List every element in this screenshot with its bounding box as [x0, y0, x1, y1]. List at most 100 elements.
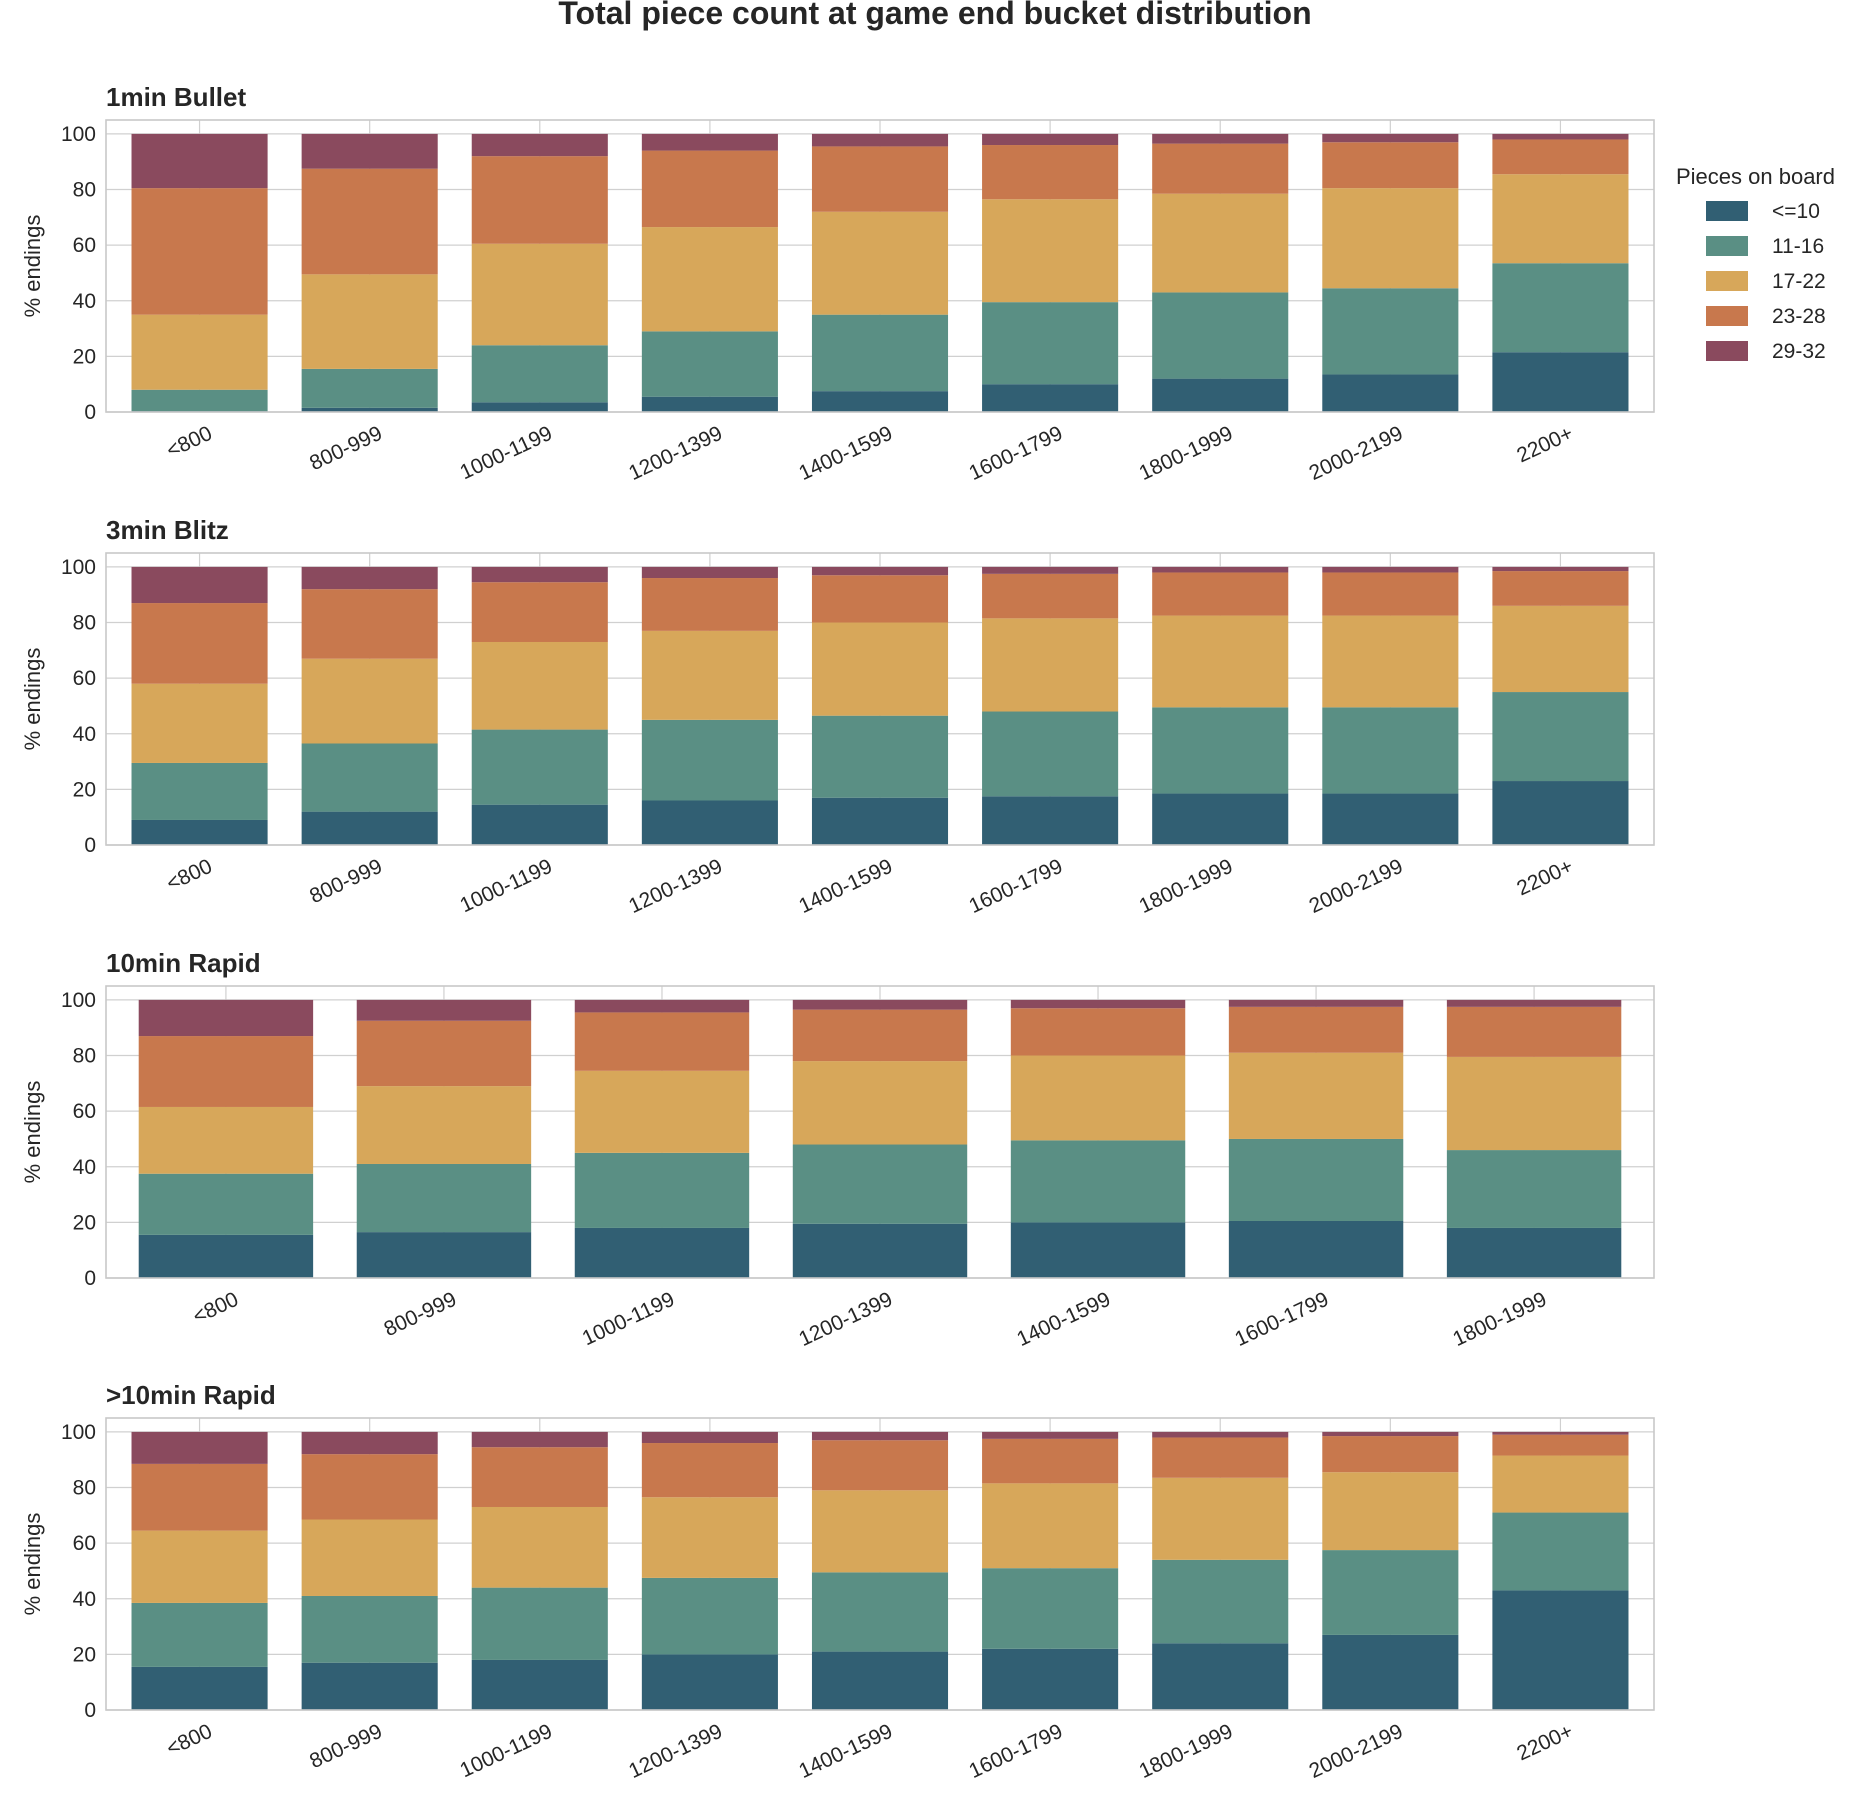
bar-segment-4	[641, 150, 778, 228]
panel-title: 1min Bullet	[106, 82, 246, 112]
x-tick-label: <800	[163, 1720, 216, 1761]
x-tick-label: 1400-1599	[1013, 1288, 1114, 1351]
y-tick-label: 100	[61, 123, 96, 146]
bar-segment-2	[1492, 1512, 1629, 1591]
x-tick-label: 2200+	[1513, 855, 1576, 901]
bar-segment-2	[1152, 707, 1289, 794]
bar-segment-5	[471, 1431, 608, 1448]
bar-segment-3	[1322, 188, 1459, 289]
bar-segment-4	[811, 1440, 949, 1491]
y-tick-label: 100	[61, 556, 96, 579]
bar-segment-1	[1322, 374, 1459, 412]
panel-3: 10min Rapid 0 20 40 60 80 100 <800 800-999 1000-1…	[20, 948, 1655, 1351]
bar-segment-5	[301, 1431, 438, 1455]
y-tick-label: 80	[73, 1045, 96, 1068]
bar-segment-5	[811, 133, 949, 147]
y-tick-label: 80	[73, 1477, 96, 1500]
bar-segment-2	[811, 1572, 949, 1652]
legend-swatch	[1706, 341, 1748, 361]
bar-segment-4	[792, 1009, 968, 1062]
bar-segment-2	[1492, 692, 1629, 782]
bar-segment-5	[1492, 1431, 1629, 1435]
bar-segment-5	[1322, 133, 1459, 143]
x-tick-label: 2000-2199	[1306, 1720, 1407, 1783]
bar-segment-5	[574, 999, 750, 1013]
bar-segment-4	[301, 589, 438, 659]
y-tick-label: 20	[73, 345, 96, 368]
y-axis-label: % endings	[20, 215, 45, 318]
x-tick-label: <800	[163, 422, 216, 463]
bar-segment-2	[1322, 288, 1459, 375]
bar-segment-2	[641, 331, 778, 397]
plot-frame	[105, 985, 1655, 1279]
bar-segment-5	[792, 999, 968, 1010]
x-tick-label: 1200-1399	[625, 855, 726, 918]
x-tick-label: 1000-1199	[579, 1288, 678, 1351]
x-tick-label: <800	[189, 1288, 242, 1329]
bar-segment-5	[356, 999, 532, 1021]
x-tick-label: 1600-1799	[965, 422, 1066, 485]
panel-2: 3min Blitz 0 20 40 60 80 100 <800 800-999 1000-11…	[20, 515, 1655, 918]
bar-segment-4	[641, 1443, 778, 1498]
bar-segment-4	[574, 1012, 750, 1071]
bar-segment-2	[1228, 1138, 1404, 1221]
bar-segment-4	[356, 1020, 532, 1087]
bar-segment-5	[982, 1431, 1119, 1439]
bar-segment-5	[641, 133, 778, 151]
bar-segment-2	[471, 729, 608, 805]
bar-segment-3	[1492, 605, 1629, 693]
bar-segment-5	[471, 566, 608, 583]
y-axis-label: % endings	[20, 1513, 45, 1616]
x-tick-label: 2000-2199	[1306, 422, 1407, 485]
y-tick-label: 40	[73, 290, 96, 313]
bar-segment-4	[982, 145, 1119, 200]
bar-segment-1	[1492, 352, 1629, 412]
bar-segment-1	[1010, 1222, 1186, 1278]
y-tick-label: 20	[73, 1643, 96, 1666]
bar-segment-5	[1228, 999, 1404, 1007]
bar-segment-3	[1446, 1056, 1622, 1151]
x-tick-label: 1400-1599	[795, 855, 896, 918]
figure-title: Total piece count at game end bucket dis…	[558, 0, 1311, 31]
y-axis-label: % endings	[20, 648, 45, 751]
bar-segment-1	[641, 800, 778, 845]
x-tick-label: 1800-1999	[1136, 1720, 1237, 1783]
bar-segment-4	[471, 156, 608, 244]
bar-segment-1	[1492, 1590, 1629, 1710]
y-tick-label: 40	[73, 723, 96, 746]
bar-segment-1	[811, 391, 949, 412]
y-tick-label: 0	[84, 401, 96, 424]
legend: Pieces on board <=10 11-16 17-22 23-28 29-32	[1676, 164, 1835, 363]
y-tick-label: 100	[61, 989, 96, 1012]
y-tick-label: 20	[73, 1211, 96, 1234]
x-tick-label: 800-999	[306, 422, 386, 475]
x-tick-label: 800-999	[306, 855, 386, 908]
bar-segment-3	[1152, 615, 1289, 708]
bar-segment-2	[1152, 292, 1289, 379]
bar-segment-3	[471, 641, 608, 730]
bar-segment-2	[641, 719, 778, 801]
panel-1: 1min Bullet 0 20 40 60 80 100 <800 800-999 1000-1…	[20, 82, 1655, 485]
legend-label: 11-16	[1772, 235, 1824, 258]
bar-segment-4	[1322, 142, 1459, 189]
bar-segment-3	[131, 1530, 268, 1603]
legend-label: 17-22	[1772, 270, 1826, 293]
bar-segment-5	[1322, 1431, 1459, 1437]
bar-segment-1	[982, 1648, 1119, 1710]
bar-segment-4	[1152, 143, 1289, 194]
bar-segment-1	[301, 1662, 438, 1710]
bar-segment-3	[811, 211, 949, 315]
bar-segment-1	[1152, 1643, 1289, 1710]
bar-segment-2	[1492, 263, 1629, 353]
bar-segment-1	[1152, 378, 1289, 412]
bar-segment-1	[792, 1223, 968, 1278]
bar-segment-4	[301, 1454, 438, 1520]
x-tick-label: 1000-1199	[457, 422, 556, 485]
bar-segment-4	[1492, 1434, 1629, 1456]
bar-segment-5	[982, 566, 1119, 574]
legend-label: <=10	[1772, 200, 1820, 223]
plot-frame	[105, 552, 1655, 846]
bar-segment-5	[1152, 1431, 1289, 1438]
panel-title: 3min Blitz	[106, 515, 229, 545]
bar-segment-2	[131, 1602, 268, 1667]
